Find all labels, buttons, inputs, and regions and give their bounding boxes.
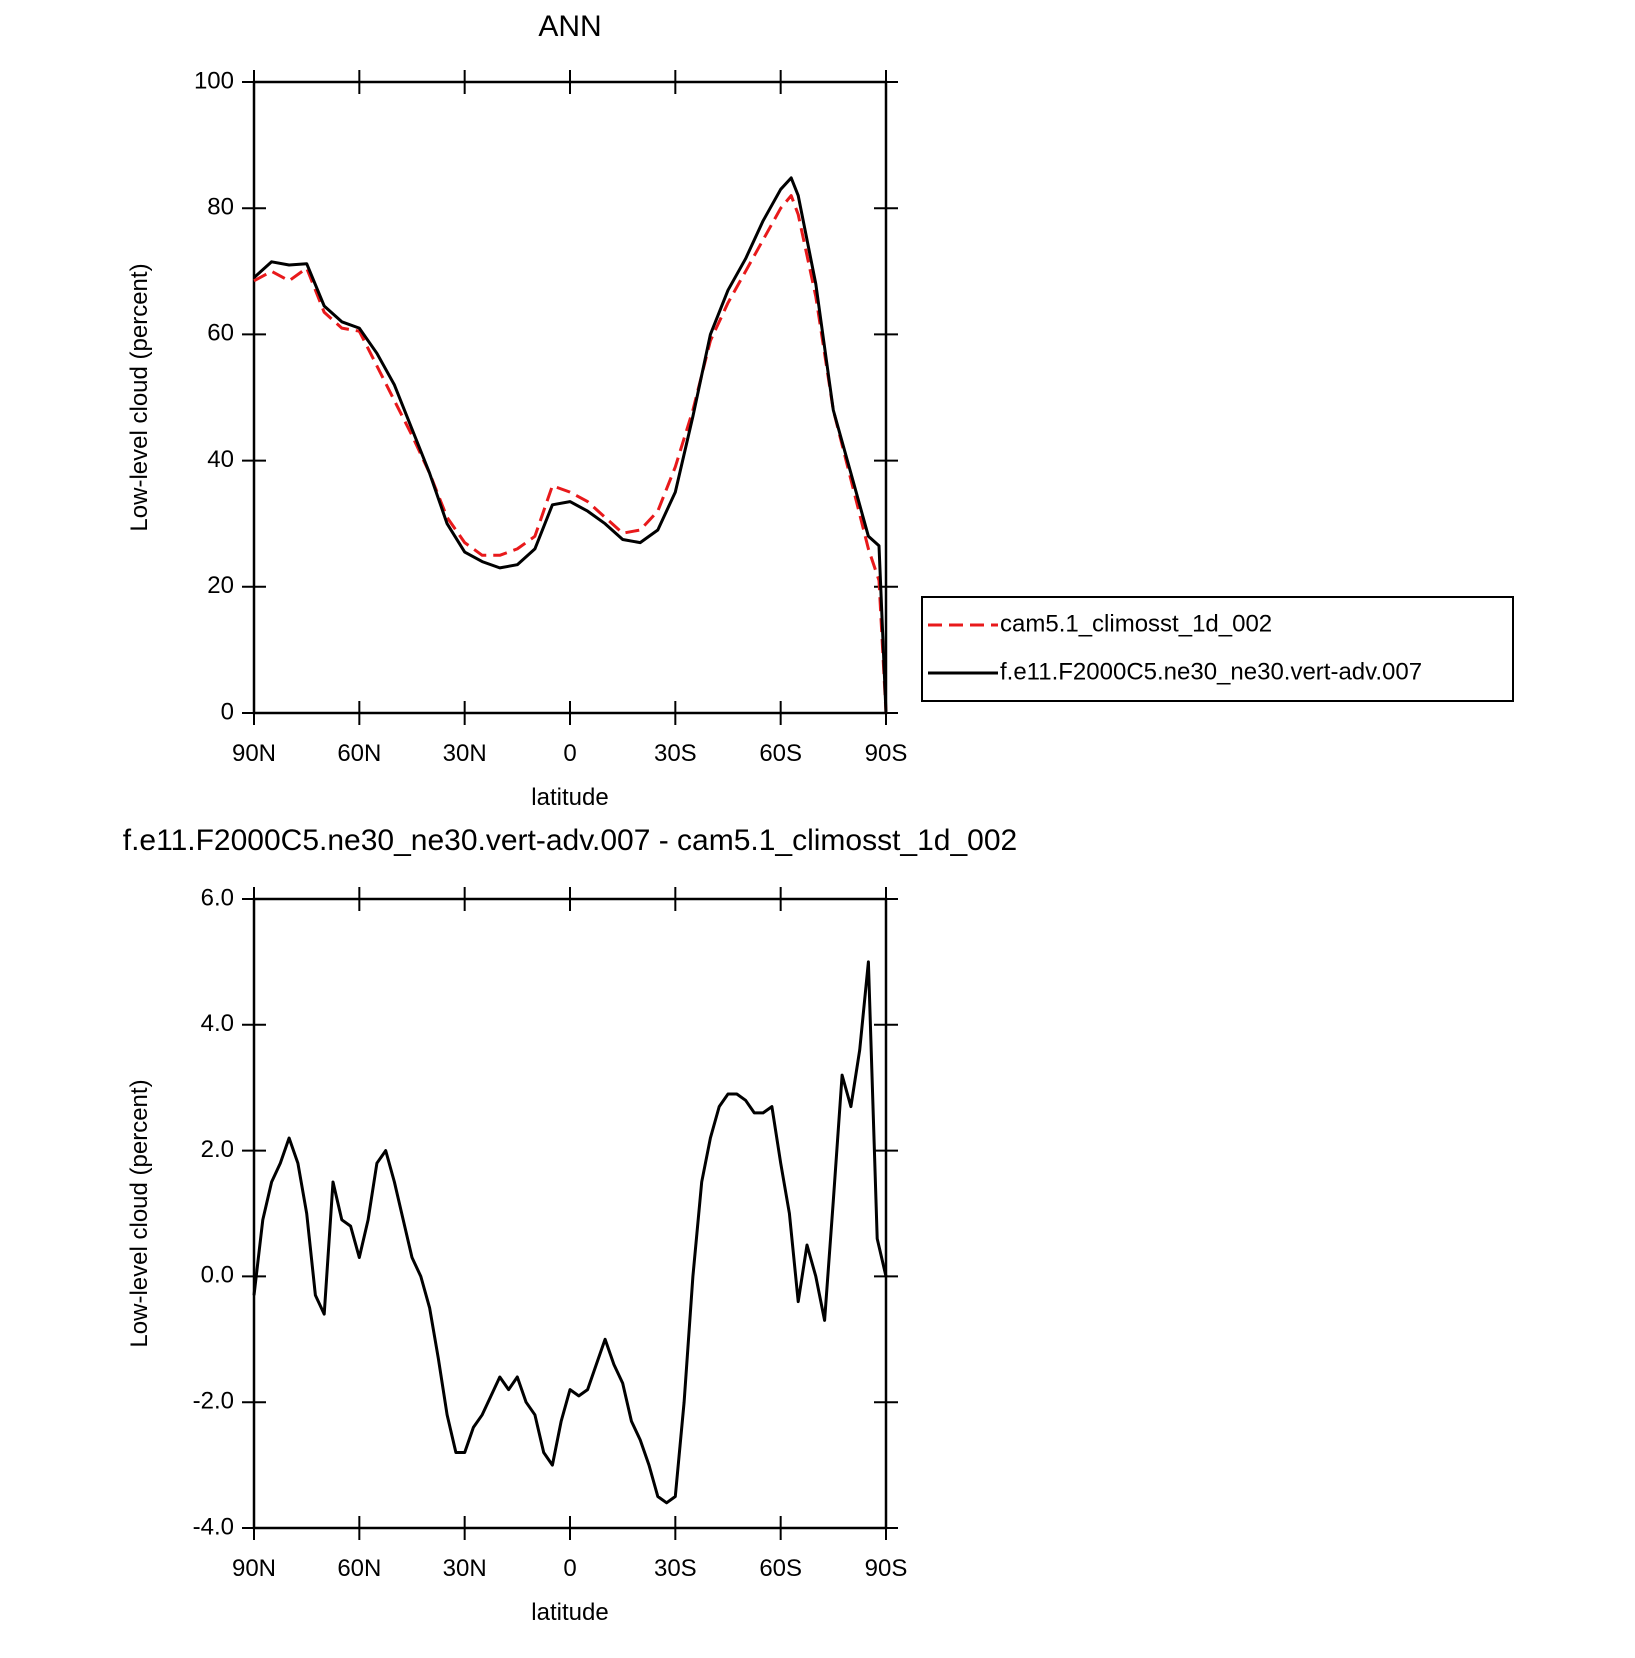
y-tick-label: 6.0 [201, 884, 234, 911]
x-tick-label: 30S [654, 1555, 697, 1582]
chart-title: f.e11.F2000C5.ne30_ne30.vert-adv.007 - c… [123, 824, 1017, 857]
x-axis-label: latitude [531, 1599, 608, 1626]
x-tick-label: 90S [865, 1555, 908, 1582]
x-tick-label: 90N [232, 1555, 276, 1582]
y-axis-label: Low-level cloud (percent) [126, 263, 153, 531]
data-line [252, 960, 888, 1505]
y-tick-label: 4.0 [201, 1010, 234, 1037]
chart-title: ANN [538, 10, 601, 43]
y-tick-label: 2.0 [201, 1136, 234, 1163]
x-tick-label: 60S [759, 740, 802, 767]
y-axis-label: Low-level cloud (percent) [126, 1079, 153, 1347]
y-tick-label: 40 [207, 446, 234, 473]
y-tick-label: 0 [221, 698, 234, 725]
legend-label: f.e11.F2000C5.ne30_ne30.vert-adv.007 [1000, 658, 1422, 685]
legend-label: cam5.1_climosst_1d_002 [1000, 610, 1272, 637]
x-tick-label: 60N [337, 1555, 381, 1582]
plot-frame [252, 80, 888, 715]
x-tick-label: 90N [232, 740, 276, 767]
legend-box [921, 596, 1514, 702]
x-tick-label: 90S [865, 740, 908, 767]
y-tick-label: 100 [194, 67, 234, 94]
x-tick-label: 60N [337, 740, 381, 767]
x-tick-label: 0 [563, 1555, 576, 1582]
plot-frame [252, 897, 888, 1530]
x-tick-label: 30N [443, 740, 487, 767]
x-tick-label: 0 [563, 740, 576, 767]
y-tick-label: -4.0 [193, 1513, 234, 1540]
x-tick-label: 30N [443, 1555, 487, 1582]
x-tick-label: 60S [759, 1555, 802, 1582]
y-tick-label: 20 [207, 572, 234, 599]
data-line [252, 176, 888, 714]
y-tick-label: 0.0 [201, 1262, 234, 1289]
x-axis-label: latitude [531, 784, 608, 811]
y-tick-label: 80 [207, 194, 234, 221]
y-tick-label: -2.0 [193, 1388, 234, 1415]
y-tick-label: 60 [207, 320, 234, 347]
x-tick-label: 30S [654, 740, 697, 767]
data-line [253, 194, 888, 714]
